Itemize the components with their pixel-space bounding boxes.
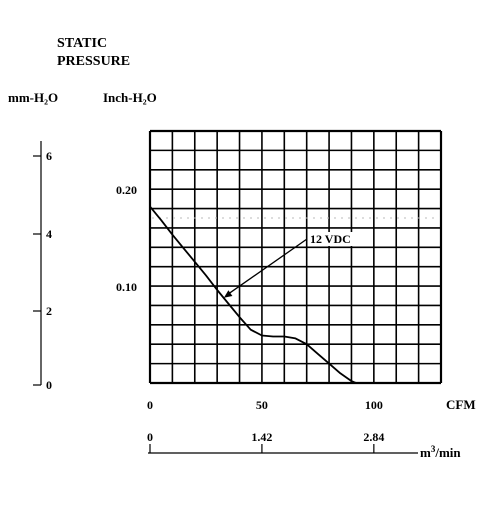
chart-title-line-2: PRESSURE <box>57 54 130 69</box>
annotation-arrow-line <box>225 238 308 297</box>
cfm-tick-labels: 0 50 100 <box>147 398 383 412</box>
mm-h2o-axis: 6 4 2 0 <box>33 141 52 392</box>
inch-tick-label: 0.20 <box>116 183 137 197</box>
cfm-tick-label: 100 <box>365 398 383 412</box>
inch-h2o-unit-label: Inch-H₂O <box>103 90 157 105</box>
cfm-tick-label: 0 <box>147 398 153 412</box>
chart-title-line-1: STATIC <box>57 36 107 51</box>
m3-per-min-axis-label: m3/min <box>420 444 461 460</box>
m3-tick-label: 0 <box>147 430 153 444</box>
inch-h2o-tick-labels: 0.20 0.10 <box>116 183 137 294</box>
series-layer: 12 VDC <box>149 206 360 384</box>
series-label-12-vdc: 12 VDC <box>310 232 351 246</box>
grid <box>148 129 443 385</box>
m3-label-sup: 3 <box>431 444 436 454</box>
mm-tick-label: 0 <box>46 378 52 392</box>
m3-tick-label: 1.42 <box>251 430 272 444</box>
m3-tick-label: 2.84 <box>363 430 384 444</box>
mm-tick-label: 4 <box>46 227 52 241</box>
m3-label-base: m <box>420 445 431 460</box>
cfm-axis-label: CFM <box>446 397 476 412</box>
cfm-tick-label: 50 <box>256 398 268 412</box>
m3-per-min-axis: 0 1.42 2.84 <box>147 430 418 454</box>
mm-tick-label: 2 <box>46 304 52 318</box>
mm-h2o-unit-label: mm-H₂O <box>8 90 58 105</box>
series-line-12-vdc <box>149 206 357 384</box>
m3-label-rest: /min <box>434 445 461 460</box>
mm-tick-label: 6 <box>46 149 52 163</box>
series-label-background <box>308 232 360 246</box>
annotation-arrow-head <box>223 290 233 298</box>
inch-tick-label: 0.10 <box>116 280 137 294</box>
